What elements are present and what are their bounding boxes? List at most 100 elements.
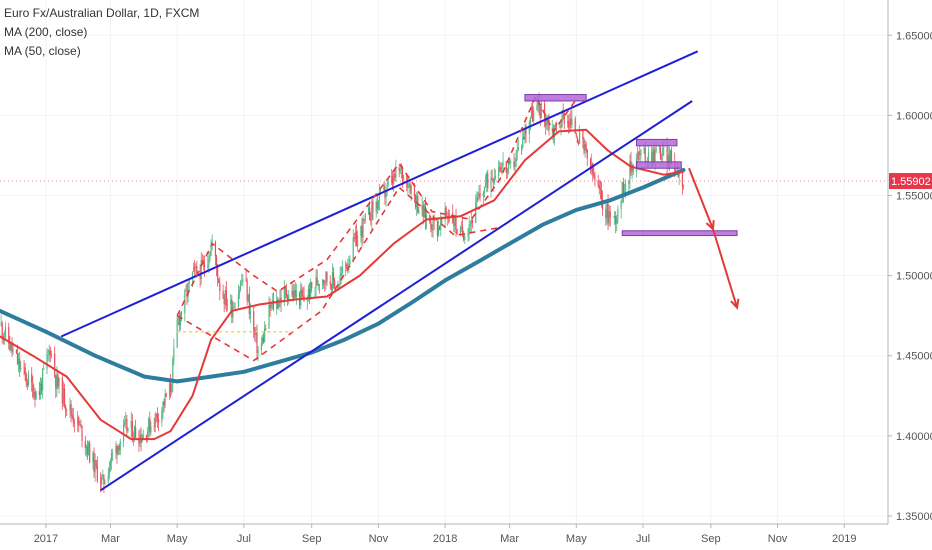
- candle-body: [659, 147, 662, 160]
- candle-body: [109, 461, 112, 466]
- candle-body: [585, 144, 587, 150]
- channel-lower-trendline[interactable]: [100, 100, 693, 492]
- time-tick-label: Nov: [768, 533, 788, 545]
- projection-arrowhead-1[interactable]: [705, 220, 715, 232]
- price-tick-label: 1.55000: [896, 190, 932, 202]
- candle-body: [598, 185, 600, 189]
- candle-body: [2, 336, 4, 337]
- candle-body: [288, 294, 290, 300]
- candle-body: [284, 288, 287, 290]
- candle-body: [490, 178, 492, 189]
- candle-body: [10, 342, 12, 351]
- candle-body: [237, 293, 240, 308]
- candle-body: [355, 231, 358, 247]
- resistance-support-zone[interactable]: [635, 161, 682, 169]
- candle-body: [322, 279, 324, 286]
- candle-body: [42, 368, 44, 391]
- candle-body: [108, 465, 110, 475]
- candle-body: [525, 128, 527, 134]
- candle-body: [463, 234, 465, 240]
- candle-body: [364, 214, 366, 221]
- dashed-pattern-upper[interactable]: [176, 94, 577, 317]
- candle-body: [102, 475, 104, 477]
- time-tick-label: Jul: [636, 533, 650, 545]
- candle-body: [4, 327, 7, 337]
- last-price-badge[interactable]: [889, 173, 932, 190]
- candle-body: [414, 196, 417, 207]
- candle-body: [92, 453, 94, 463]
- candle-body: [545, 117, 547, 126]
- candle-body: [31, 374, 33, 383]
- candle-body: [194, 267, 196, 269]
- candle-body: [589, 158, 592, 171]
- candle-body: [85, 446, 87, 449]
- resistance-support-zone[interactable]: [635, 138, 678, 147]
- candle-body: [423, 205, 425, 218]
- candle-body: [33, 392, 35, 397]
- candle-body: [394, 174, 396, 178]
- candle-body: [376, 201, 378, 209]
- candle-body: [548, 120, 550, 131]
- candle-body: [392, 176, 394, 184]
- candle-body: [387, 182, 389, 184]
- candle-body: [448, 213, 451, 218]
- candle-body: [294, 290, 296, 297]
- price-tick-label: 1.65000: [896, 30, 932, 42]
- candle-body: [644, 147, 646, 162]
- candle-body: [239, 282, 242, 291]
- time-tick-label: Sep: [302, 533, 322, 545]
- ma200-legend-label[interactable]: MA (200, close): [4, 25, 88, 39]
- projection-arrowhead-2[interactable]: [730, 298, 740, 310]
- candle-body: [300, 289, 302, 306]
- drawings-layer: [60, 50, 740, 492]
- candle-body: [179, 313, 182, 325]
- resistance-support-zone[interactable]: [524, 94, 587, 102]
- candle-body: [49, 350, 51, 356]
- ma50-line[interactable]: [0, 128, 685, 441]
- channel-upper-trendline[interactable]: [60, 50, 699, 338]
- candle-body: [254, 329, 256, 335]
- resistance-support-zone[interactable]: [621, 230, 738, 237]
- candle-body: [614, 216, 616, 217]
- candle-body: [264, 328, 266, 342]
- candle-body: [324, 282, 326, 284]
- candle-body: [155, 413, 157, 415]
- price-tick-label: 1.50000: [896, 271, 932, 283]
- candle-body: [554, 123, 557, 131]
- candle-body: [432, 217, 434, 230]
- candle-body: [0, 323, 2, 325]
- candle-body: [493, 177, 495, 183]
- candle-body: [20, 367, 22, 370]
- symbol-title[interactable]: Euro Fx/Australian Dollar, 1D, FXCM: [4, 6, 200, 20]
- candle-body: [306, 298, 308, 302]
- candle-body: [161, 409, 163, 423]
- candle-body: [479, 193, 481, 197]
- candle-body: [63, 388, 66, 406]
- candle-body: [663, 146, 665, 148]
- candle-body: [199, 273, 201, 279]
- candle-body: [675, 168, 677, 172]
- ma200-line[interactable]: [0, 167, 686, 384]
- dashed-pattern-lower[interactable]: [176, 186, 500, 362]
- candle-body: [272, 300, 274, 309]
- candle-body: [524, 128, 526, 140]
- candle-body: [61, 377, 63, 404]
- candle-body: [69, 404, 71, 411]
- candle-body: [363, 219, 365, 221]
- ma50-legend-label[interactable]: MA (50, close): [4, 44, 81, 58]
- candle-body: [81, 425, 83, 442]
- legend: Euro Fx/Australian Dollar, 1D, FXCM MA (…: [4, 4, 199, 61]
- candle-body: [409, 184, 411, 194]
- candle-body: [654, 150, 656, 162]
- candle-body: [210, 246, 212, 256]
- candle-body: [100, 481, 102, 485]
- candle-body: [510, 161, 512, 164]
- candle-body: [153, 426, 155, 427]
- candle-body: [225, 290, 227, 306]
- candle-body: [478, 193, 480, 198]
- candle-body: [440, 217, 442, 231]
- price-tick-label: 1.35000: [896, 511, 932, 523]
- candle-body: [599, 188, 601, 190]
- candle-body: [499, 167, 501, 169]
